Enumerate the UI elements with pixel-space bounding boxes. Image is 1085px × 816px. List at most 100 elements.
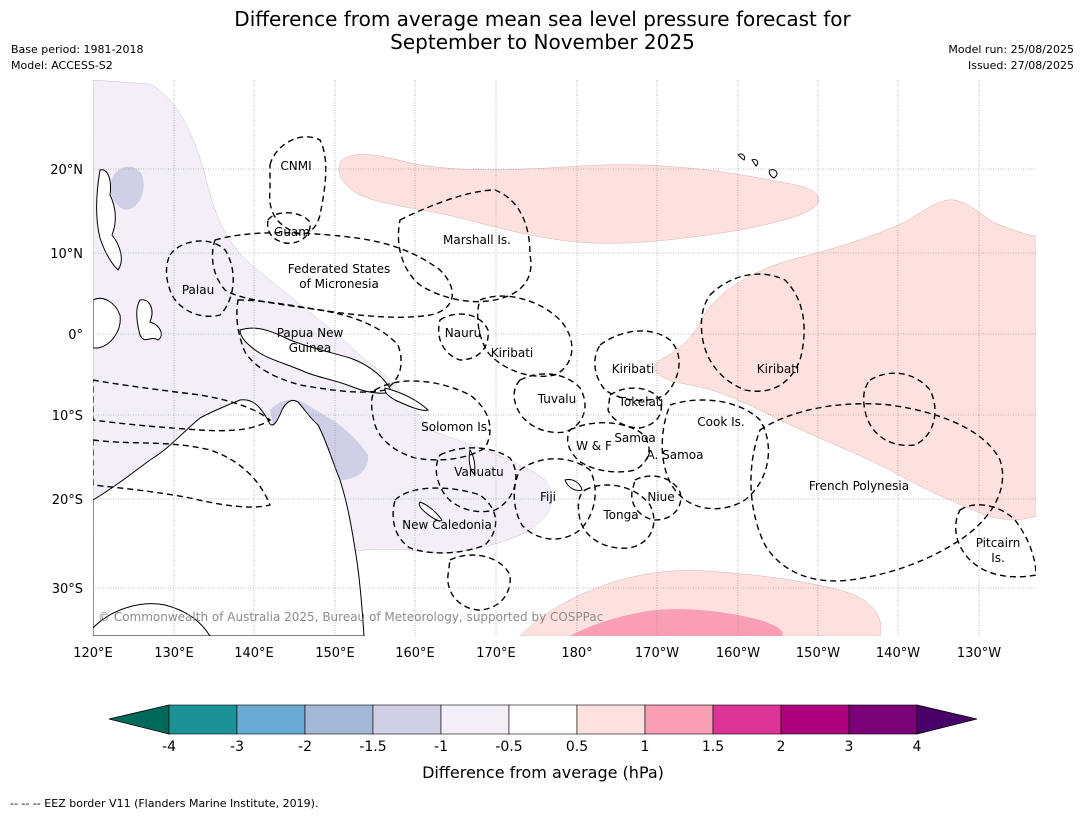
label-vanuatu: Vanuatu (454, 465, 504, 479)
map-area: CNMI Guam Marshall Is. Federated States … (93, 80, 1036, 636)
colorbar-tick-labels: -4 -3 -2 -1.5 -1 -0.5 0.5 1 1.5 2 3 4 (162, 739, 922, 755)
eez-french-polynesia (750, 403, 1004, 582)
colorbar-tick: 4 (913, 739, 922, 755)
lon-label-130e: 130°E (154, 646, 194, 661)
label-png-line2: Guinea (289, 341, 332, 355)
label-wallis-futuna: W & F (576, 439, 612, 453)
eez-fsm (211, 232, 453, 318)
label-tokelau: Tokelau (618, 395, 664, 409)
anomaly-region-pink-strong (570, 609, 783, 636)
colorbar-bin-6 (508, 704, 578, 735)
eez-french-polynesia-north (862, 372, 936, 447)
eez-pitcairn (954, 504, 1036, 578)
colorbar-tick: -4 (162, 739, 176, 755)
colorbar-bin-5 (440, 704, 510, 735)
coastlines (93, 153, 778, 636)
label-pitcairn-line2: Is. (991, 551, 1005, 565)
eez-fiji (513, 458, 596, 540)
colorbar-tick: 0.5 (566, 739, 588, 755)
lon-label-180: 180° (561, 646, 592, 661)
colorbar-tick: 2 (777, 739, 786, 755)
issued-date: Issued: 27/08/2025 (967, 59, 1074, 72)
copyright-notice: © Commonwealth of Australia 2025, Bureau… (98, 610, 603, 624)
label-fiji: Fiji (540, 490, 556, 504)
label-kiribati-central: Kiribati (612, 362, 654, 376)
lon-label-170w: 170°W (635, 646, 679, 661)
colorbar-tick: -0.5 (495, 739, 522, 755)
label-samoa: Samoa (614, 431, 655, 445)
eez-cook (661, 399, 770, 510)
eez-nauru (438, 313, 489, 361)
anomaly-region-lavender-north (110, 166, 144, 210)
vanuatu-coast (468, 448, 476, 475)
eez-border-note: -- -- -- EEZ border V11 (Flanders Marine… (10, 797, 319, 810)
colorbar-tick: 1 (641, 739, 650, 755)
lat-label-20n: 20°N (50, 163, 83, 178)
longitude-axis-labels: 120°E 130°E 140°E 150°E 160°E 170°E 180°… (73, 646, 1001, 661)
label-solomon-islands: Solomon Is. (421, 420, 491, 434)
lon-label-130w: 130°W (957, 646, 1001, 661)
lon-label-160e: 160°E (395, 646, 435, 661)
base-period: Base period: 1981-2018 (11, 43, 144, 56)
lon-label-160w: 160°W (716, 646, 760, 661)
lat-label-30s: 30°S (52, 582, 83, 597)
colorbar-extend-high (916, 704, 978, 735)
new-caledonia-coast (418, 501, 443, 522)
eez-png (236, 299, 402, 393)
anomaly-region-pink-north (338, 154, 819, 244)
colorbar-bin-3 (304, 704, 374, 735)
label-fsm-line1: Federated States (288, 262, 390, 276)
label-cook-islands: Cook Is. (697, 415, 744, 429)
label-new-caledonia: New Caledonia (402, 518, 492, 532)
model-run: Model run: 25/08/2025 (948, 43, 1074, 56)
eez-niue (631, 475, 682, 521)
eez-tuvalu (513, 373, 586, 434)
latitude-axis-labels: 20°N 10°N 0° 10°S 20°S 30°S (50, 163, 83, 597)
philippines-coast (96, 169, 122, 271)
lat-label-0: 0° (68, 328, 83, 343)
map-title-line1: Difference from average mean sea level p… (234, 7, 851, 31)
colorbar-tick: -1.5 (359, 739, 386, 755)
lon-label-170e: 170°E (476, 646, 516, 661)
eez-vanuatu (435, 447, 517, 513)
label-tuvalu: Tuvalu (537, 392, 577, 406)
label-kiribati-east: Kiribati (757, 362, 799, 376)
label-kiribati-west: Kiribati (491, 346, 533, 360)
label-niue: Niue (647, 490, 674, 504)
lon-label-120e: 120°E (73, 646, 113, 661)
colorbar-tick: 1.5 (702, 739, 724, 755)
colorbar-bin-10 (780, 704, 850, 735)
colorbar-tick: -2 (298, 739, 312, 755)
colorbar-tick: 3 (845, 739, 854, 755)
eez-australia-northeast (93, 439, 271, 508)
lon-label-140w: 140°W (876, 646, 920, 661)
eez-borders (93, 136, 1036, 611)
eez-kiribati-central (594, 330, 680, 402)
anomaly-region-pink-east (654, 199, 1036, 520)
label-marshall-islands: Marshall Is. (443, 233, 511, 247)
lon-label-140e: 140°E (234, 646, 274, 661)
eez-kermadec (447, 554, 511, 611)
label-palau: Palau (182, 283, 214, 297)
model-name: Model: ACCESS-S2 (11, 59, 113, 72)
region-labels: CNMI Guam Marshall Is. Federated States … (182, 159, 1020, 565)
label-pitcairn-line1: Pitcairn (976, 536, 1021, 550)
label-fsm-line2: of Micronesia (299, 277, 379, 291)
label-png-line1: Papua New (277, 326, 344, 340)
label-tonga: Tonga (602, 508, 638, 522)
borneo-coast (93, 297, 121, 349)
colorbar-tick: -3 (230, 739, 244, 755)
colorbar-bin-2 (236, 704, 306, 735)
label-guam: Guam (274, 225, 310, 239)
eez-kiribati-east (700, 273, 805, 392)
eez-guam (266, 212, 311, 244)
nz-coast (93, 603, 211, 636)
australia-coast (93, 399, 365, 636)
solomon-coast (384, 387, 429, 411)
colorbar-legend: -4 -3 -2 -1.5 -1 -0.5 0.5 1 1.5 2 3 4 Di… (108, 704, 978, 782)
label-cnmi: CNMI (280, 159, 311, 173)
eez-kiribati-west (477, 295, 573, 377)
eez-solomon (370, 380, 491, 461)
label-french-polynesia: French Polynesia (809, 479, 909, 493)
